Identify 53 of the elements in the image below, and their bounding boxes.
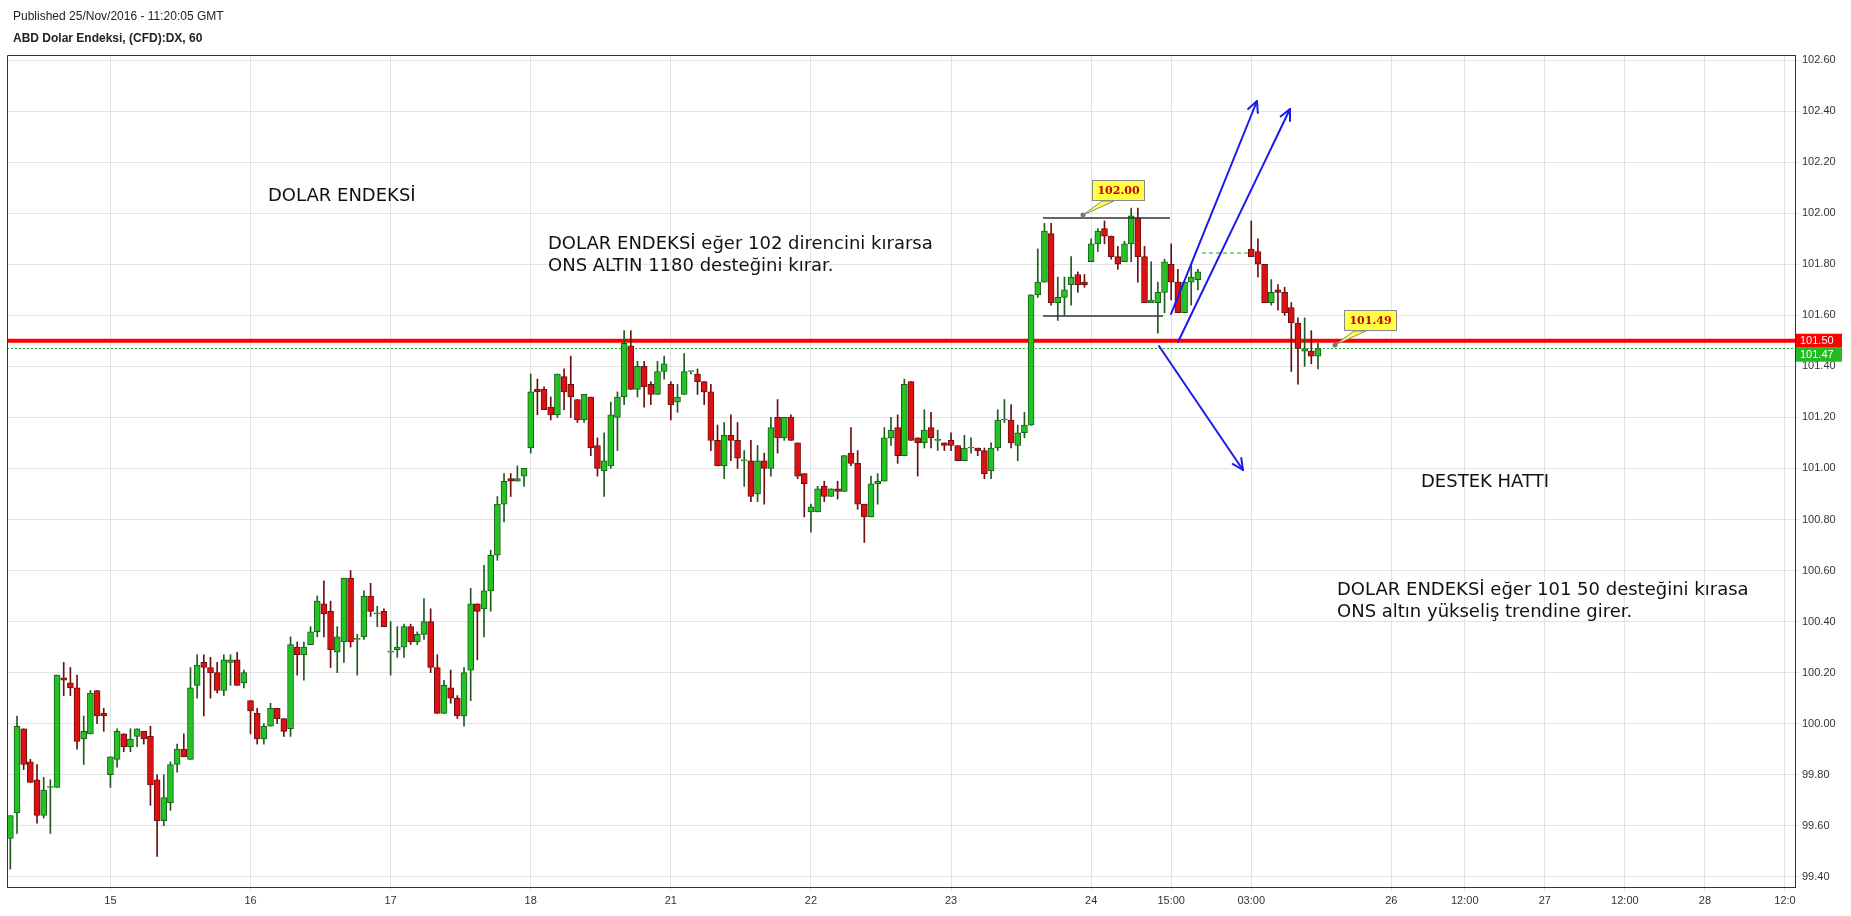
x-tick-label: 27 xyxy=(1538,893,1551,906)
x-tick-label: 16 xyxy=(244,893,257,906)
annotation: DOLAR ENDEKSİ xyxy=(268,184,416,206)
x-tick-label: 28 xyxy=(1698,893,1712,906)
candlestick xyxy=(740,450,748,487)
y-tick-label: 100.00 xyxy=(1802,716,1836,729)
x-tick-label: 15 xyxy=(104,893,117,906)
x-tick-label: 18 xyxy=(524,893,537,906)
candlestick xyxy=(293,641,301,676)
annotation: 101.49 xyxy=(1344,310,1397,331)
chart-subtitle: Published 25/Nov/2016 - 11:20:05 GMT xyxy=(13,9,224,23)
x-tick-label: 17 xyxy=(384,893,397,906)
candlestick xyxy=(373,605,381,628)
ref-line-label: 101.50 xyxy=(1800,333,1834,346)
y-tick-label: 100.80 xyxy=(1802,512,1836,525)
y-tick-label: 100.40 xyxy=(1802,614,1836,627)
y-tick-label: 101.00 xyxy=(1802,461,1836,474)
candlestick xyxy=(507,473,515,497)
y-tick-label: 102.20 xyxy=(1802,155,1836,168)
x-tick-label: 12:0 xyxy=(1774,893,1796,906)
y-tick-label: 101.60 xyxy=(1802,308,1836,321)
y-tick-label: 99.40 xyxy=(1802,869,1830,882)
y-tick-label: 100.20 xyxy=(1802,665,1836,678)
candlestick xyxy=(760,452,768,505)
chart-title: ABD Dolar Endeksi, (CFD):DX, 60 xyxy=(13,31,203,45)
candlestick xyxy=(200,654,208,717)
y-tick-label: 100.60 xyxy=(1802,563,1836,576)
annotation: 102.00 xyxy=(1092,180,1145,201)
candlestick xyxy=(1054,276,1062,321)
y-tick-label: 101.80 xyxy=(1802,257,1836,270)
x-tick-label: 22 xyxy=(804,893,818,906)
x-tick-label: 24 xyxy=(1085,893,1098,906)
x-tick-label: 26 xyxy=(1385,893,1398,906)
x-tick-label: 21 xyxy=(664,893,677,906)
x-tick-label: 12:00 xyxy=(1450,893,1479,906)
annotation: DESTEK HATTI xyxy=(1421,470,1549,492)
x-tick-label: 15:00 xyxy=(1157,893,1185,906)
x-tick-label: 12:00 xyxy=(1611,893,1639,906)
annotation: DOLAR ENDEKSİ eğer 102 direncini kırarsa ONS ALTIN 1180 desteğini kırar. xyxy=(548,232,934,276)
y-tick-label: 99.80 xyxy=(1802,767,1830,780)
candlestick xyxy=(1274,284,1282,311)
y-tick-label: 101.40 xyxy=(1802,359,1836,372)
y-tick-label: 101.20 xyxy=(1802,410,1836,423)
ref-line-label: 101.47 xyxy=(1800,347,1834,360)
annotation: DOLAR ENDEKSİ eğer 101 50 desteğini kırasa ONS altın yükseliş trendine girer. xyxy=(1337,578,1750,622)
y-tick-label: 102.00 xyxy=(1802,206,1836,219)
y-tick-label: 102.60 xyxy=(1802,53,1836,66)
x-tick-label: 23 xyxy=(944,893,958,906)
y-tick-label: 99.60 xyxy=(1802,818,1830,831)
x-tick-label: 03:00 xyxy=(1237,893,1266,906)
y-tick-label: 102.40 xyxy=(1802,104,1836,117)
candlestick xyxy=(60,662,68,696)
candlestick xyxy=(967,437,975,454)
